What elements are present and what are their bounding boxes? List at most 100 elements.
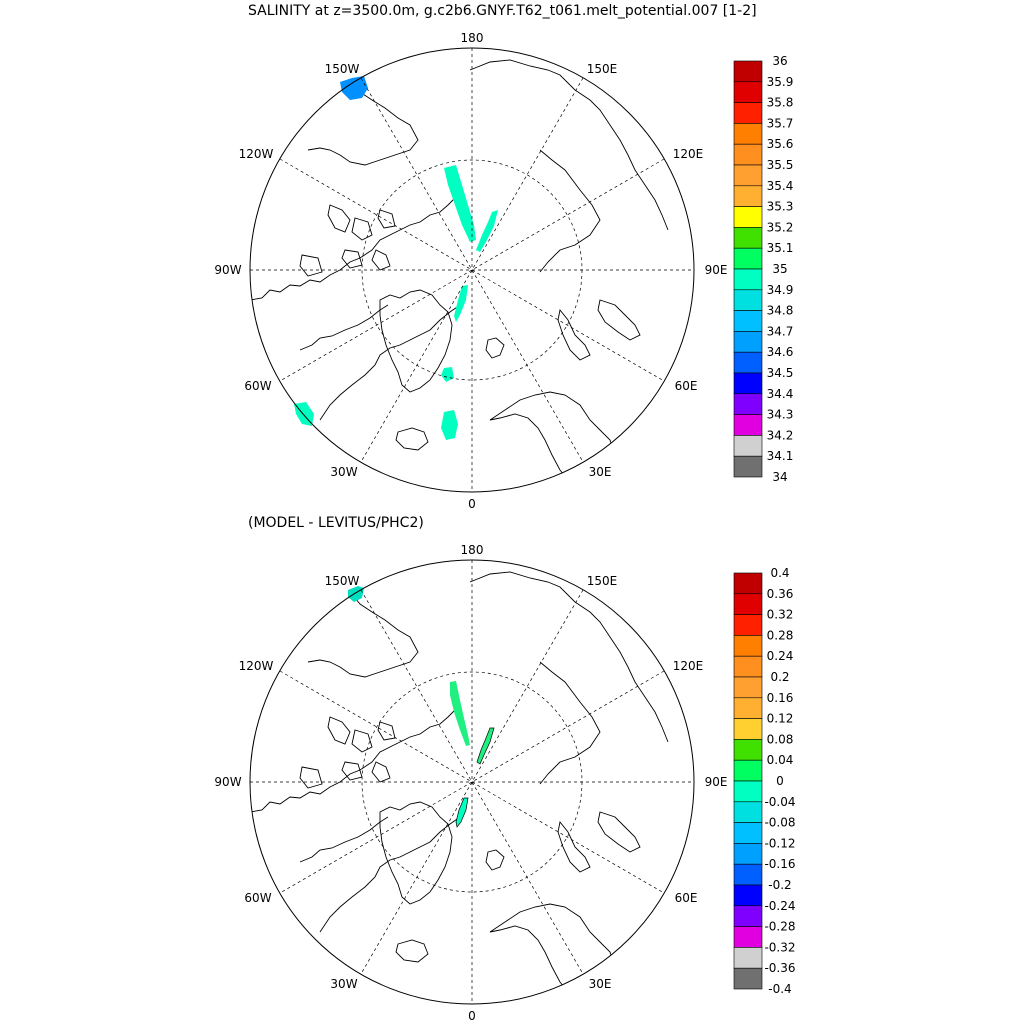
map2-coast-alaska [307, 581, 419, 678]
colorbar-tick-label: 0.12 [767, 712, 794, 726]
colorbar-swatch [733, 455, 763, 478]
colorbar-swatch [733, 635, 763, 657]
map1-patch-gulf-alaska [340, 76, 368, 100]
map2-boundary [249, 559, 695, 1005]
map1-panel: 180 150E 120E 90E 60E 30E 0 30W 60W 90W … [214, 31, 793, 511]
colorbar-tick-label: -0.04 [764, 795, 795, 809]
colorbar-tick-label: 0.4 [770, 566, 789, 580]
map1-coast-archipelago [299, 204, 396, 277]
map2-coast-siberia [469, 571, 669, 785]
map1-colorbar: 36 35.9 35.8 35.7 35.6 35.5 35.4 35.3 35.2 35.1 35… [733, 54, 794, 484]
colorbar-tick-label: 35.8 [767, 96, 794, 110]
map2-coast-archipelago [299, 716, 396, 789]
map2-longitude-labels: 180 150E 120E 90E 60E 30E 0 30W 60W 90W … [214, 543, 727, 1023]
map2-coast-svalbard [485, 849, 505, 871]
map1-lon-label: 30W [330, 465, 357, 479]
map2-panel: 180 150E 120E 90E 60E 30E 0 30W 60W 90W … [214, 543, 795, 1023]
colorbar-tick-label: 0.28 [767, 628, 794, 642]
map2-lon-label: 60E [675, 891, 698, 905]
map1-longitude-labels: 180 150E 120E 90E 60E 30E 0 30W 60W 90W … [214, 31, 727, 511]
map2-lon-label: 30W [330, 977, 357, 991]
map2-lon-label: 90W [214, 775, 241, 789]
map2-lon-label: 150W [325, 574, 360, 588]
map1-patch-norwegian-sea [441, 410, 458, 440]
colorbar-swatch [733, 372, 763, 395]
colorbar-swatch [733, 143, 763, 166]
colorbar-tick-label: -0.12 [764, 836, 795, 850]
colorbar-swatch [733, 414, 763, 436]
map2-lon-label: 120W [239, 659, 274, 673]
map1-coast-greenland [379, 289, 453, 393]
colorbar-swatch [733, 164, 763, 187]
colorbar-swatch [733, 102, 763, 124]
colorbar-tick-label: 34.2 [767, 428, 794, 442]
colorbar-swatch [733, 310, 763, 332]
colorbar-swatch [733, 863, 763, 886]
colorbar-swatch [733, 905, 763, 927]
colorbar-swatch [733, 947, 763, 969]
map2-colorbar: 0.4 0.36 0.32 0.28 0.24 0.2 0.16 0.12 0.08 0.04 0 -… [733, 566, 796, 996]
colorbar-swatch [733, 801, 763, 823]
map1-salinity-patches [294, 76, 498, 440]
map1-coast-taymyr [597, 299, 641, 341]
colorbar-swatch [733, 351, 763, 374]
colorbar-tick-label: 0.32 [767, 608, 794, 622]
colorbar-tick-label: 35.6 [767, 137, 794, 151]
colorbar-tick-label: 0.08 [767, 732, 794, 746]
map2-lon-label: 90E [705, 775, 728, 789]
colorbar-tick-label: 34.7 [767, 324, 794, 338]
colorbar-swatch [733, 780, 763, 803]
map2-coast-taymyr [597, 811, 641, 853]
map1-coast-siberia [469, 59, 669, 273]
map1-patch-fram-strait [441, 367, 454, 382]
colorbar-tick-label: 35 [772, 262, 787, 276]
colorbar-swatch [733, 227, 763, 249]
colorbar-swatch [733, 614, 763, 636]
map1-lon-label: 150W [325, 62, 360, 76]
colorbar-tick-label: -0.36 [764, 961, 795, 975]
map1-lon-label: 180 [461, 31, 484, 45]
map1-title: SALINITY at z=3500.0m, g.c2b6.GNYF.T62_t… [248, 3, 757, 19]
colorbar-swatch [733, 331, 763, 353]
colorbar-tick-label: 35.4 [767, 179, 794, 193]
map2-lon-label: 180 [461, 543, 484, 557]
colorbar-swatch [733, 718, 763, 740]
colorbar-tick-label: 36 [772, 54, 787, 68]
colorbar-tick-label: 34.4 [767, 387, 794, 401]
colorbar-tick-label: 35.3 [767, 200, 794, 214]
colorbar-tick-label: 0 [776, 774, 784, 788]
colorbar-tick-label: 34.3 [767, 408, 794, 422]
colorbar-swatch [733, 81, 763, 103]
colorbar-swatch [733, 247, 763, 270]
colorbar-tick-label: 0.2 [770, 670, 789, 684]
colorbar-swatch [733, 884, 763, 907]
colorbar-swatch [733, 967, 763, 990]
map2-lon-label: 150E [587, 574, 618, 588]
map2-lon-label: 30E [589, 977, 612, 991]
colorbar-tick-label: 35.2 [767, 220, 794, 234]
map2-title: (MODEL - LEVITUS/PHC2) [248, 515, 424, 531]
map1-graticule [250, 48, 694, 492]
map1-patch-lomonosov-north [444, 165, 476, 242]
map2-lon-label: 0 [468, 1009, 476, 1023]
colorbar-tick-label: -0.16 [764, 857, 795, 871]
colorbar-tick-label: 0.36 [767, 587, 794, 601]
map2-lon-label: 60W [244, 891, 271, 905]
colorbar-swatch [733, 926, 763, 948]
map1-coast-svalbard [485, 337, 505, 359]
map2-patch-lomonosov-north [450, 681, 470, 746]
map2-patch-greenland-shelf [455, 797, 469, 828]
colorbar-tick-label: -0.4 [768, 982, 791, 996]
colorbar-tick-label: 34.9 [767, 283, 794, 297]
colorbar-tick-label: -0.24 [764, 899, 795, 913]
colorbar-swatch [733, 60, 763, 83]
colorbar-swatch [733, 572, 763, 595]
map1-lon-label: 90W [214, 263, 241, 277]
colorbar-swatch [733, 123, 763, 145]
colorbar-swatch [733, 289, 763, 311]
colorbar-swatch [733, 268, 763, 291]
colorbar-tick-label: -0.32 [764, 940, 795, 954]
colorbar-swatch [733, 739, 763, 761]
map1-lon-label: 120W [239, 147, 274, 161]
